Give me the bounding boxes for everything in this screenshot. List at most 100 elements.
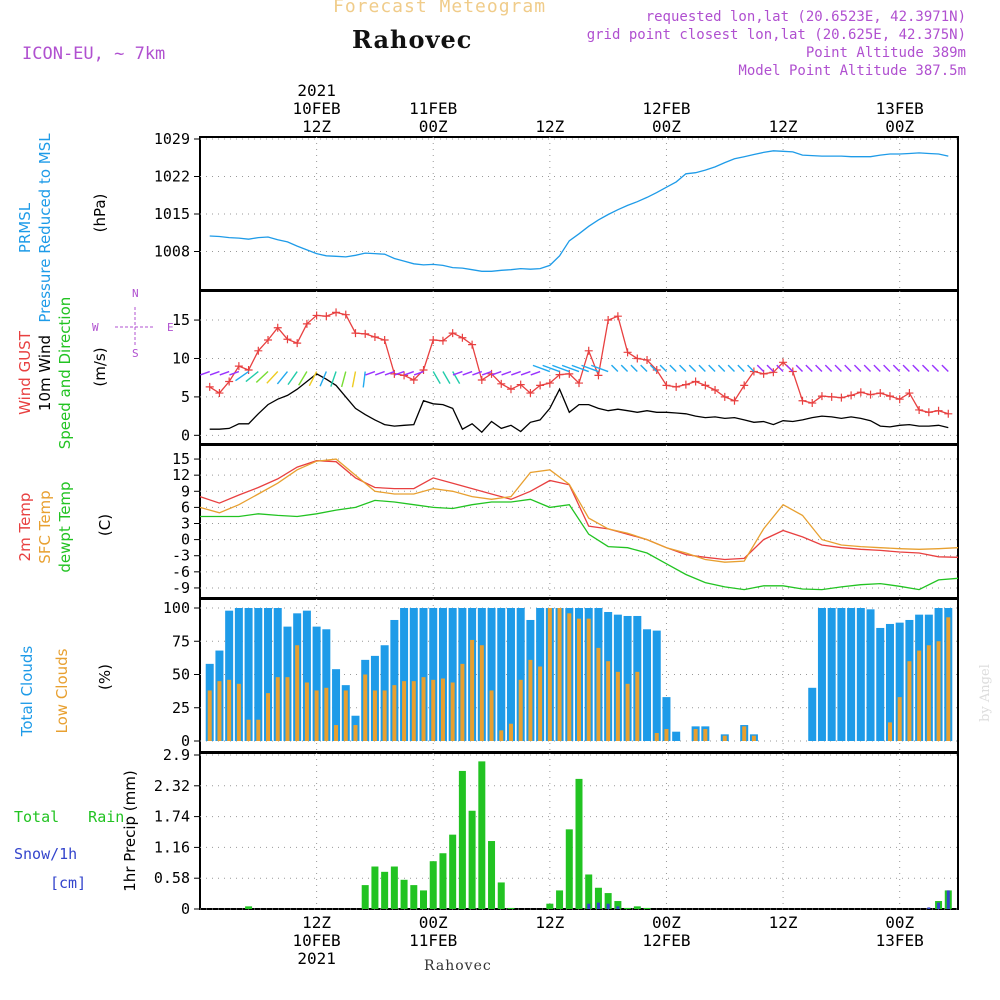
bar-low-clouds: [557, 608, 562, 741]
gust-marker: [536, 381, 545, 390]
bar-total-clouds: [409, 608, 418, 741]
ytick-label-clouds: 0: [181, 732, 190, 750]
wind-arrow: [669, 364, 677, 373]
bar-low-clouds: [304, 682, 309, 741]
bar-rain: [633, 906, 641, 909]
wind-arrow: [698, 364, 706, 373]
gust-marker: [769, 368, 778, 377]
bar-total-clouds: [332, 669, 341, 741]
wind-arrow: [863, 364, 872, 373]
gust-marker: [302, 319, 311, 328]
bar-low-clouds: [227, 679, 232, 741]
bar-low-clouds: [285, 677, 290, 741]
gust-marker: [652, 366, 661, 374]
bar-rain: [575, 778, 583, 909]
gust-marker: [808, 399, 817, 408]
gust-marker: [244, 366, 253, 374]
ytick-label-temp: 6: [181, 498, 190, 516]
wind-arrow: [511, 370, 521, 376]
gust-marker: [720, 392, 729, 401]
wind-arrow: [219, 370, 230, 376]
gust-marker: [905, 389, 914, 398]
compass-n: N: [132, 287, 139, 300]
gust-marker: [924, 408, 933, 417]
ytick-label-pressure: 1022: [154, 168, 190, 186]
ytick-label-temp: 0: [181, 531, 190, 549]
bar-total-clouds: [225, 610, 234, 741]
top-tick-label: 13FEB: [876, 99, 924, 118]
wind-arrow: [413, 370, 424, 376]
wind-arrow: [542, 364, 560, 373]
precip-label-rain: Total Rain: [14, 808, 125, 826]
gust-marker: [264, 336, 273, 345]
bar-total-clouds: [847, 608, 856, 741]
wind-arrow: [941, 364, 949, 373]
wind-arrow: [472, 370, 483, 376]
bar-snow: [596, 902, 600, 909]
bar-total-clouds: [244, 608, 253, 741]
gust-marker: [380, 336, 389, 345]
bar-low-clouds: [489, 690, 494, 741]
ytick-label-clouds: 75: [172, 632, 190, 650]
bottom-tick-label: 2021: [297, 949, 336, 968]
wind-arrow: [501, 370, 512, 376]
grid-point-coords: grid point closest lon,lat (20.625E, 42.…: [586, 27, 966, 43]
top-tick-label: 00Z: [652, 117, 681, 136]
bar-low-clouds: [596, 647, 601, 741]
wind-arrow: [552, 364, 570, 373]
bar-low-clouds: [450, 682, 455, 741]
wind-arrow: [452, 370, 463, 376]
series-10m-wind: [209, 373, 949, 434]
bar-low-clouds: [334, 725, 339, 741]
gust-marker: [934, 406, 943, 415]
bar-low-clouds: [217, 681, 222, 741]
wind-arrow: [776, 364, 784, 373]
bar-rain: [614, 901, 622, 909]
wind-arrow: [737, 364, 745, 373]
model-label: ICON-EU, ~ 7km: [22, 44, 166, 64]
gust-marker: [438, 336, 447, 345]
bar-low-clouds: [353, 725, 358, 741]
bar-rain: [497, 882, 505, 909]
bar-low-clouds: [479, 645, 484, 741]
bar-low-clouds: [421, 677, 426, 741]
bar-total-clouds: [623, 615, 632, 741]
wind-arrow: [365, 370, 376, 376]
precip-label-cm: [cm]: [50, 874, 87, 892]
gust-marker: [361, 329, 370, 338]
ytick-label-precip: 2.32: [154, 777, 190, 795]
gust-marker: [322, 312, 331, 321]
bar-rain: [361, 885, 369, 909]
wind-arrow: [844, 364, 852, 373]
bar-low-clouds: [460, 663, 465, 741]
wind-arrow: [815, 364, 823, 373]
bar-total-clouds: [895, 622, 904, 741]
gust-marker: [779, 358, 788, 367]
wind-arrow: [679, 364, 687, 373]
wind-arrow: [235, 370, 249, 382]
wind-arrow: [394, 370, 405, 376]
top-tick-label: 11FEB: [409, 99, 457, 118]
bar-total-clouds: [429, 608, 438, 741]
bar-low-clouds: [693, 729, 698, 741]
wind-arrow: [785, 364, 794, 373]
bar-low-clouds: [470, 639, 475, 741]
compass-s: S: [132, 347, 139, 360]
bar-low-clouds: [567, 613, 572, 741]
ytick-label-wind: 15: [172, 311, 190, 329]
gust-marker: [944, 409, 953, 418]
bar-rain: [381, 871, 389, 909]
ytick-label-temp: 3: [181, 515, 190, 533]
bar-total-clouds: [438, 608, 447, 741]
series-prmsl: [209, 150, 949, 272]
gust-marker: [584, 346, 593, 355]
wind-arrow: [630, 364, 638, 373]
ytick-label-pressure: 1015: [154, 205, 190, 223]
gust-marker: [798, 396, 807, 405]
bottom-tick-label: 10FEB: [293, 931, 341, 950]
bar-rain: [439, 853, 447, 909]
gust-marker: [613, 312, 622, 321]
bar-total-clouds: [264, 608, 273, 741]
bar-low-clouds: [654, 733, 659, 741]
wind-arrow: [892, 364, 901, 373]
